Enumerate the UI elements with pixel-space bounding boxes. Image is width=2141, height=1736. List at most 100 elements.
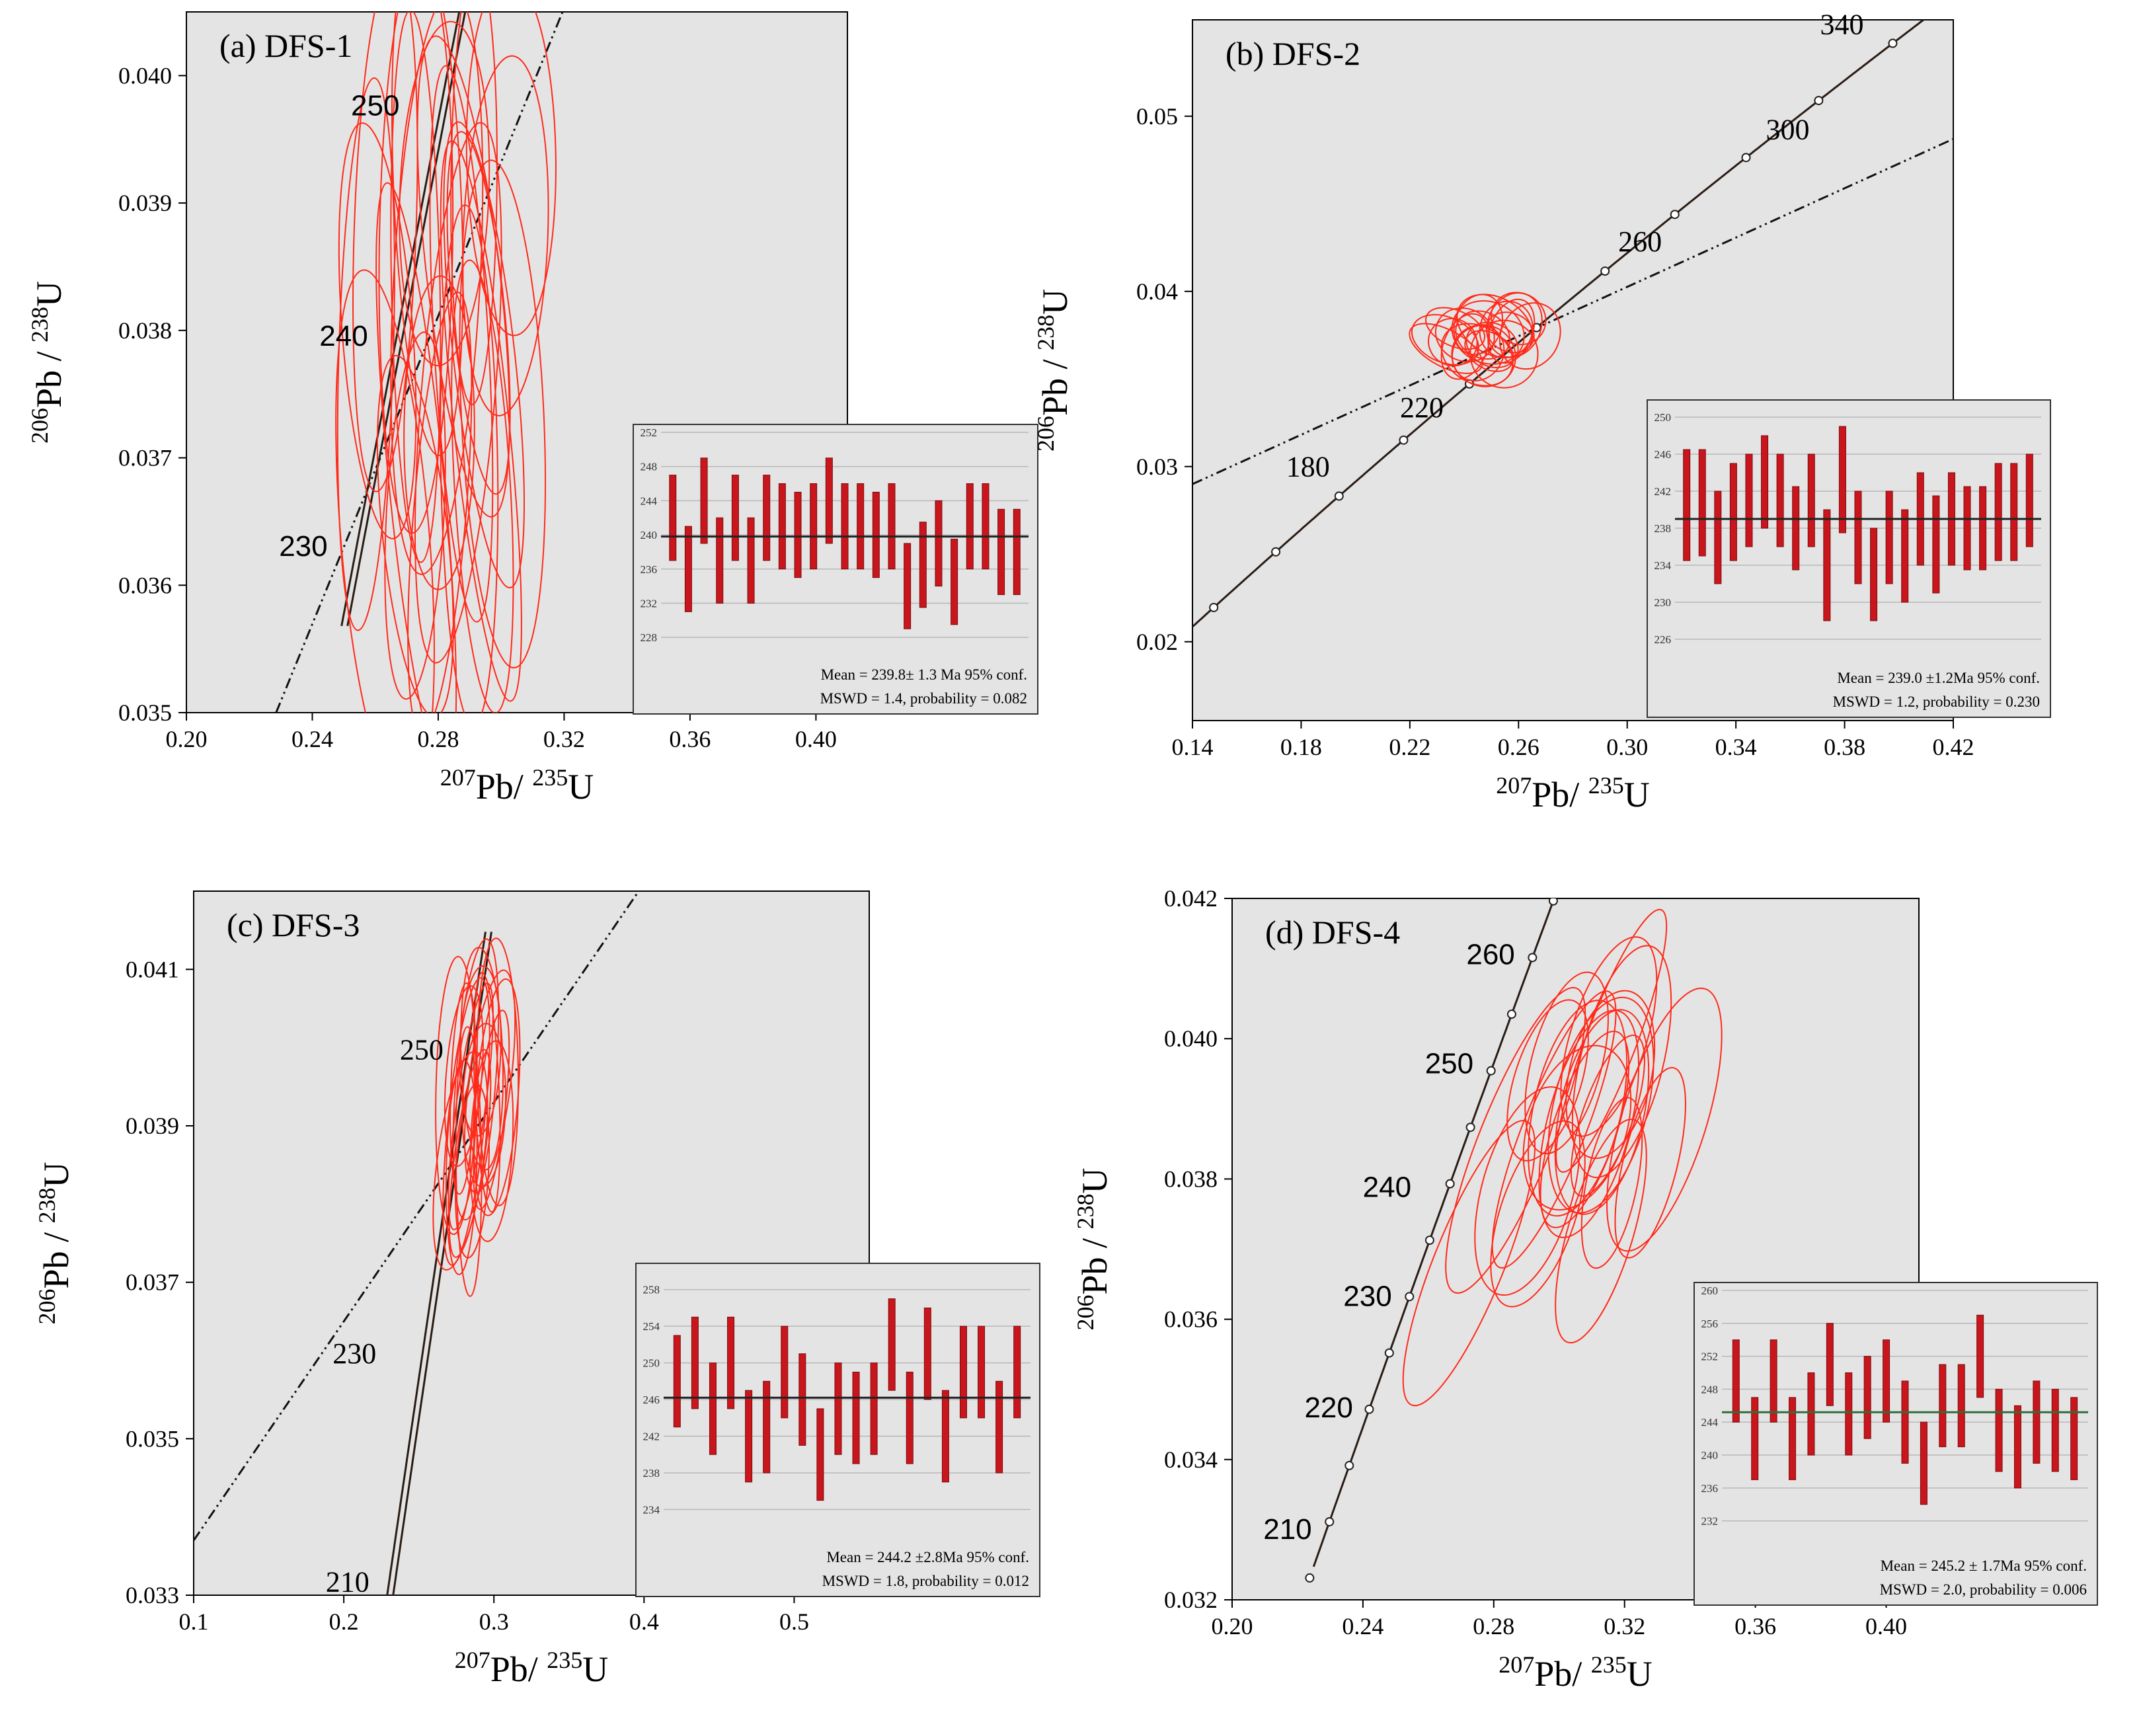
inset-error-bar: [1995, 1388, 2003, 1472]
error-ellipse: [435, 955, 477, 1236]
x-tick-label: 0.24: [292, 726, 333, 752]
concordia-age-marker: [1334, 491, 1344, 501]
error-ellipse: [445, 1059, 478, 1275]
inset-y-tick-label: 242: [1654, 485, 1672, 498]
error-ellipse: [1425, 307, 1486, 350]
inset-error-bar: [1994, 463, 2002, 561]
x-axis-base2: U: [1624, 775, 1650, 814]
inset-error-bar: [1789, 1397, 1797, 1480]
inset-error-bar: [1920, 1421, 1927, 1505]
inset-error-bar: [2070, 1397, 2078, 1480]
error-ellipse: [451, 259, 514, 713]
error-ellipse: [390, 12, 484, 575]
inset-mswd-text: MSWD = 2.0, probability = 0.006: [1880, 1581, 2087, 1598]
inset-y-tick-label: 234: [1654, 559, 1672, 572]
x-axis-sup2: 235: [532, 764, 568, 791]
x-axis-sup2: 235: [1591, 1651, 1627, 1678]
inset-error-bar: [1013, 508, 1021, 596]
concordia-age-label: 260: [1466, 938, 1514, 970]
error-ellipse: [442, 977, 490, 1266]
concordia-age-label: 210: [326, 1566, 370, 1598]
concordia-age-label: 340: [1820, 9, 1863, 41]
y-axis-title: 206Pb / 238U: [26, 281, 69, 444]
inset-y-tick-label: 230: [1654, 596, 1672, 609]
x-axis-title: 207Pb/ 235U: [440, 764, 594, 807]
x-axis-base1: Pb/: [1534, 1654, 1591, 1694]
inset-error-bar: [1013, 1325, 1021, 1419]
inset-y-tick-label: 236: [641, 563, 658, 576]
inset-error-bar: [978, 1325, 986, 1419]
inset-y-tick-label: 240: [1701, 1449, 1719, 1462]
concordia-age-marker: [1548, 898, 1558, 906]
error-ellipse: [336, 77, 395, 631]
inset-y-tick-label: 232: [641, 597, 658, 610]
inset-error-bar: [2010, 463, 2018, 561]
y-tick-label: 0.035: [126, 1425, 179, 1452]
inset-error-bar: [982, 483, 990, 570]
x-tick-label: 0.36: [1734, 1613, 1776, 1639]
concordia-curve: [386, 931, 487, 1595]
concordia-age-marker: [1405, 1292, 1415, 1302]
inset-error-bar: [995, 1380, 1003, 1474]
error-ellipse: [446, 131, 511, 495]
inset-error-bar: [1714, 491, 1722, 584]
y-tick-label: 0.042: [1164, 885, 1218, 912]
error-ellipse: [390, 12, 442, 563]
inset-error-bar: [1976, 1314, 1984, 1398]
inset-error-bar: [904, 543, 912, 629]
inset-y-tick-label: 244: [641, 494, 658, 507]
y-axis-base1: Pb /: [29, 342, 69, 408]
y-axis-sup1: 206: [1072, 1295, 1099, 1331]
y-axis-base2: U: [1035, 289, 1075, 315]
inset-error-bar: [841, 483, 849, 570]
error-ellipse: [1434, 307, 1495, 363]
y-tick-label: 0.032: [1164, 1587, 1218, 1613]
inset-y-tick-label: 246: [643, 1394, 660, 1406]
inset-error-bar: [906, 1371, 914, 1464]
inset-error-bar: [763, 475, 771, 561]
inset-mswd-text: MSWD = 1.8, probability = 0.012: [822, 1573, 1029, 1589]
y-tick-label: 0.037: [118, 445, 172, 471]
plot-content: [1305, 898, 1723, 1583]
discordia-line: [1192, 138, 1953, 485]
inset-error-bar: [1901, 509, 1909, 603]
panel-title: (a) DFS-1: [219, 27, 352, 64]
concordia-age-marker: [1741, 153, 1751, 163]
concordia-age-label: 230: [279, 530, 327, 563]
y-axis-base2: U: [1075, 1167, 1114, 1193]
concordia-age-label: 180: [1286, 450, 1330, 483]
inset-error-bar: [763, 1380, 771, 1474]
y-axis-sup1: 206: [1032, 416, 1059, 452]
inset-y-tick-label: 256: [1701, 1318, 1719, 1330]
concordia-age-marker: [1814, 96, 1824, 106]
y-axis-base1: Pb /: [1035, 350, 1075, 416]
inset-error-bar: [794, 491, 802, 578]
error-ellipse: [443, 121, 525, 589]
x-tick-label: 0.32: [1604, 1613, 1645, 1639]
error-ellipse: [448, 1048, 492, 1258]
plot-content: [275, 12, 564, 713]
concordia-age-marker: [1384, 1348, 1394, 1358]
error-ellipse: [455, 1084, 490, 1259]
inset-y-tick-label: 226: [1654, 633, 1672, 646]
panel-d-dfs4: 0.20 0.24 0.28 0.32 0.36 0.40 0.032 0.034 0.036 0…: [1072, 885, 2098, 1694]
error-ellipse: [449, 982, 477, 1195]
x-tick-label: 0.3: [479, 1608, 509, 1635]
concordia-age-marker: [1424, 1236, 1434, 1245]
error-ellipse: [1490, 1120, 1586, 1308]
concordia-age-marker: [1364, 1404, 1374, 1414]
error-ellipse: [450, 12, 498, 405]
inset-error-bar: [1979, 486, 1987, 571]
y-tick-label: 0.039: [118, 190, 172, 216]
x-tick-label: 0.26: [1498, 734, 1539, 760]
inset-error-bar: [747, 517, 755, 604]
error-ellipse: [376, 354, 454, 713]
inset-error-bar: [1957, 1364, 1965, 1448]
error-ellipse: [1538, 1009, 1640, 1238]
plot-content: [1192, 20, 1953, 629]
concordia-age-marker: [1325, 1517, 1335, 1526]
x-axis-base1: Pb/: [476, 767, 533, 807]
inset-error-bar: [731, 475, 739, 561]
x-tick-label: 0.22: [1389, 734, 1430, 760]
inset-y-tick-label: 238: [1654, 522, 1672, 535]
